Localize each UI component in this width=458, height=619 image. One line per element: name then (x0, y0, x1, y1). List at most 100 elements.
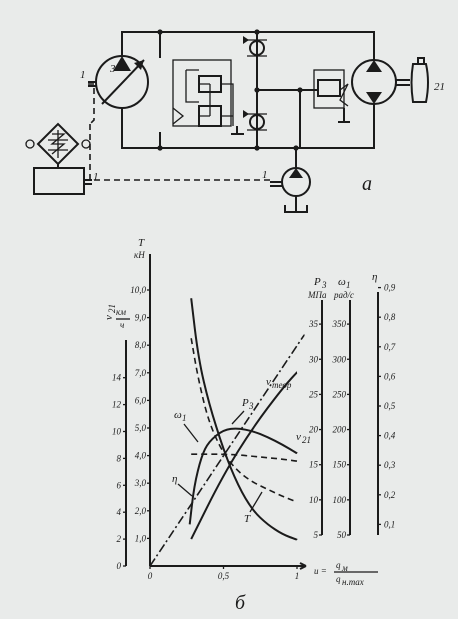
x-label-u: u = (314, 566, 327, 576)
eta-axis-tick-label: 0,9 (384, 283, 396, 293)
t-axis-tick-label: 7,0 (135, 368, 147, 378)
callout-1-lower: 1 (262, 169, 268, 181)
x-axis-tick-label: 0 (148, 571, 153, 581)
t-axis-symbol: T (138, 237, 145, 249)
t-axis-tick-label: 6,0 (135, 395, 147, 405)
series-vtheor-line (149, 333, 306, 567)
junction-dot (157, 145, 163, 151)
curve-label-eta: η (172, 473, 177, 485)
check-valve-upper-icon (243, 36, 267, 57)
bottom-main-line (121, 103, 375, 149)
label-b: б (235, 592, 246, 614)
eta-axis-tick-label: 0,5 (384, 401, 396, 411)
eta-axis-symbol: η (372, 271, 377, 283)
callout-1-mid: 1 (93, 171, 99, 183)
x-label-num-sub: м (341, 563, 348, 573)
omega-axis-tick-label: 250 (333, 389, 347, 399)
variable-pump-icon (88, 55, 149, 109)
series-P3-curve (190, 338, 298, 503)
v-axis-tick-label: 10 (112, 427, 122, 437)
engine-icon (33, 167, 92, 195)
omega-axis-symbol: ω (338, 276, 346, 288)
junction-dot (254, 87, 260, 93)
junction-dot (254, 29, 260, 35)
p-axis-tick-label: 35 (308, 319, 319, 329)
eta-leader (177, 483, 193, 497)
hydraulic-motor-icon (351, 59, 410, 105)
omega-axis-sub: 1 (346, 280, 351, 290)
junction-dot (254, 145, 260, 151)
t-axis-tick-label: 3,0 (134, 478, 147, 488)
series-eta-curve (188, 427, 298, 525)
p-axis-sub: 3 (321, 280, 327, 290)
omega-axis-tick-label: 200 (333, 425, 347, 435)
top-main-line (121, 31, 375, 60)
curve-label-omega1: ω (174, 409, 182, 421)
junction-dot (293, 145, 299, 151)
eta-axis-tick-label: 0,7 (384, 342, 396, 352)
curve-label-vtheor-sub: теор (272, 380, 292, 390)
v-axis-tick-label: 12 (112, 400, 122, 410)
hydraulic-schematic: 3 1 (25, 29, 445, 213)
callout-21: 21 (434, 81, 445, 93)
t-axis-tick-label: 1,0 (135, 533, 147, 543)
curve-label-P3-sub: 3 (248, 401, 254, 411)
governor-icon (25, 122, 91, 166)
control-linkage-dashed (88, 83, 270, 181)
omega-axis-unit: рад/с (333, 290, 354, 300)
callout-1-left: 1 (80, 69, 86, 81)
p-axis-unit: МПа (307, 290, 327, 300)
T-leader (249, 491, 263, 513)
p-axis-tick-label: 5 (314, 530, 319, 540)
relief-valve-icon (313, 69, 350, 123)
eta-axis-tick-label: 0,3 (384, 460, 396, 470)
wheel-load-icon (410, 57, 429, 103)
label-a: а (362, 173, 372, 195)
omega-axis-tick-label: 300 (332, 354, 347, 364)
v-axis-unit-den: ч (120, 320, 124, 330)
v-axis-tick-label: 8 (117, 453, 122, 463)
omega-axis-tick-label: 50 (337, 530, 347, 540)
charge-pump-icon (270, 167, 311, 213)
t-axis-tick-label: 5,0 (135, 423, 147, 433)
series-omega1-curve (191, 453, 298, 462)
characteristics-chart: 10,09,08,07,06,05,04,03,02,01,0141210864… (103, 237, 396, 614)
svg-text:v: v (103, 315, 115, 320)
eta-axis-tick-label: 0,1 (384, 519, 395, 529)
v-axis-tick-label: 2 (117, 534, 122, 544)
t-axis-tick-label: 8,0 (135, 340, 147, 350)
omega1-leader (183, 423, 199, 443)
x-axis-arrow (299, 562, 307, 570)
junction-dot (157, 29, 163, 35)
curve-label-v21-sub: 21 (302, 435, 311, 445)
eta-axis-tick-label: 0,6 (384, 371, 396, 381)
curve-label-omega1-sub: 1 (182, 413, 187, 423)
x-label-den-sub: н.max (342, 577, 364, 587)
x-axis-tick-label: 0,5 (218, 571, 230, 581)
t-axis-tick-label: 4,0 (135, 451, 147, 461)
curve-label-P3: P (241, 397, 249, 409)
svg-text:21: 21 (107, 304, 117, 313)
eta-axis-tick-label: 0,8 (384, 312, 396, 322)
omega-axis-tick-label: 150 (333, 460, 347, 470)
callout-3: 3 (109, 63, 116, 75)
v-axis-tick-label: 4 (117, 507, 122, 517)
valve-block-icon (172, 59, 244, 135)
p-axis-tick-label: 25 (309, 389, 319, 399)
axis-ticks: 10,09,08,07,06,05,04,03,02,01,0141210864… (112, 283, 396, 581)
v-axis-tick-label: 6 (117, 480, 122, 490)
check-valve-lower-icon (243, 110, 267, 131)
junction-dot (297, 87, 303, 93)
t-axis-tick-label: 9,0 (135, 313, 147, 323)
x-label-den: q (336, 574, 341, 584)
omega-axis-tick-label: 100 (333, 495, 347, 505)
eta-axis-tick-label: 0,4 (384, 431, 396, 441)
eta-axis-tick-label: 0,2 (384, 490, 396, 500)
curve-label-vtheor: v (266, 376, 271, 388)
series-v21-curve (190, 371, 298, 540)
v-axis-tick-label: 14 (112, 373, 122, 383)
P3-leader (231, 410, 245, 425)
series-T-curve (190, 298, 298, 541)
p-axis-tick-label: 10 (309, 495, 319, 505)
